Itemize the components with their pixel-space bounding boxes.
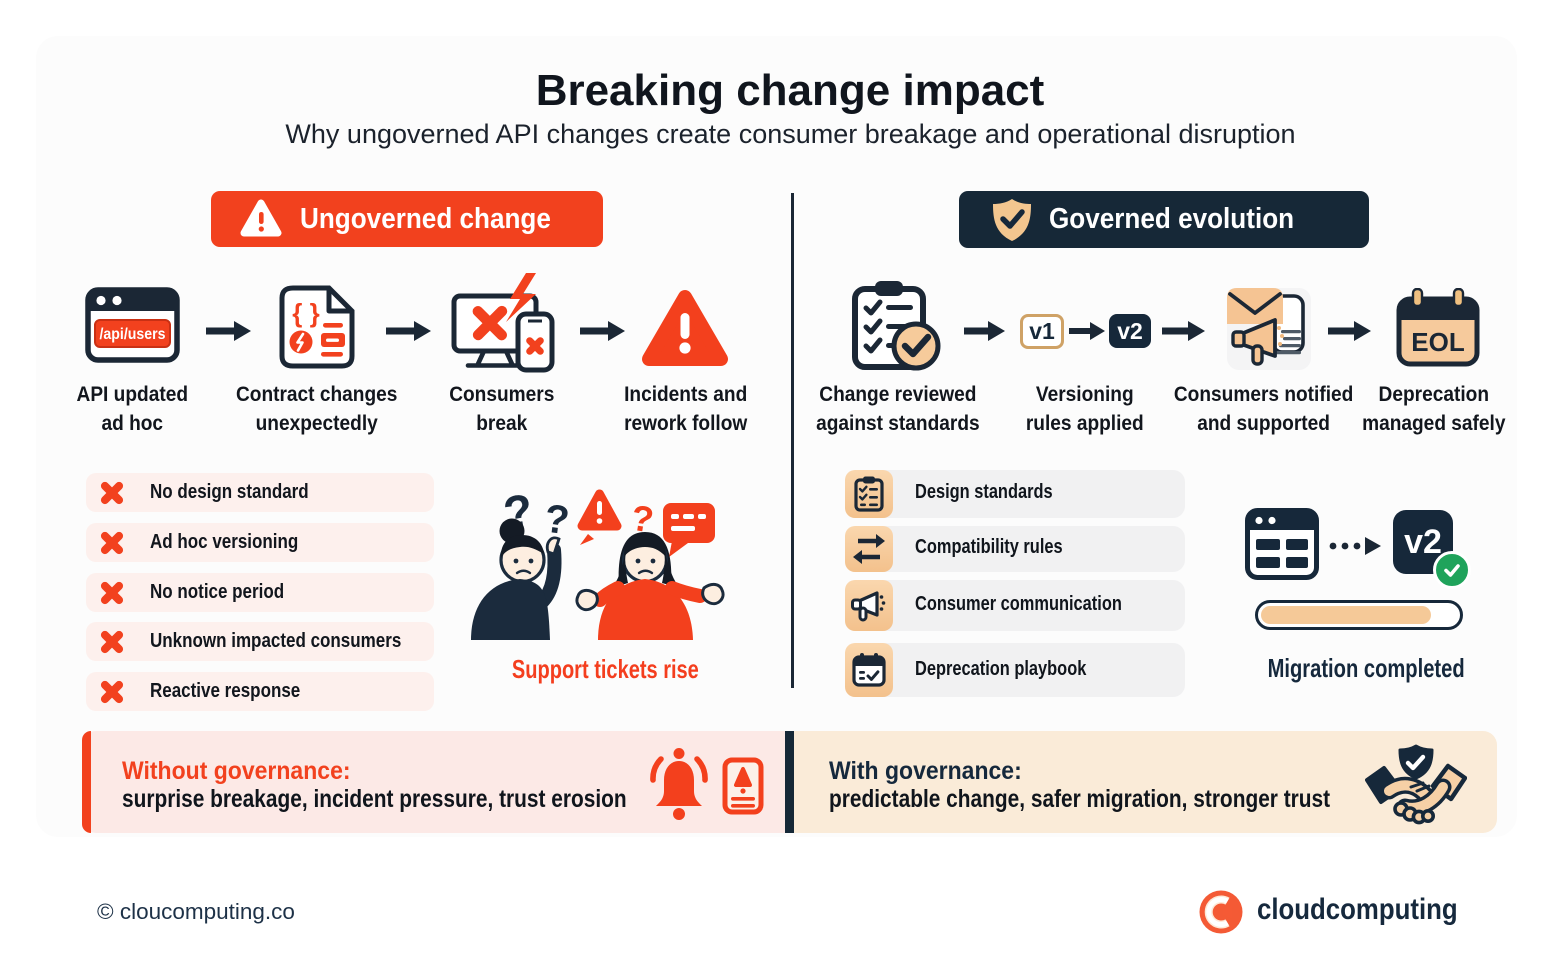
svg-text:?: ? xyxy=(542,497,572,544)
svg-text:EOL: EOL xyxy=(1411,327,1465,357)
svg-text:/api/users: /api/users xyxy=(100,326,166,343)
svg-text:{ }: { } xyxy=(292,298,319,328)
